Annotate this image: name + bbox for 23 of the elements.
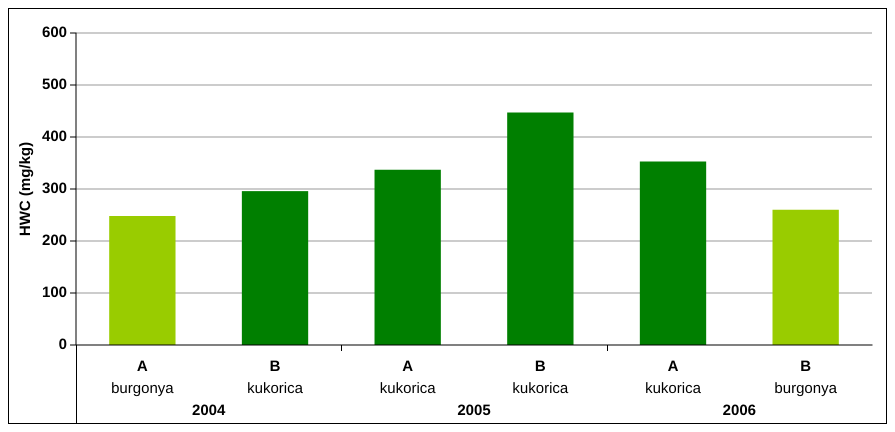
y-tick-label: 200 (42, 232, 68, 250)
bar (772, 210, 839, 344)
x-tick-label: B kukorica (512, 358, 569, 398)
text: 2004 (192, 402, 226, 420)
text: 2005 (457, 402, 491, 420)
bar (640, 161, 706, 344)
y-tick-label: 600 (42, 24, 68, 42)
x-tick-label: B kukorica (247, 358, 304, 398)
x-tick-label: A kukorica (645, 358, 702, 398)
x-tick-label: A kukorica (380, 358, 436, 398)
bar (374, 170, 441, 344)
bar (507, 112, 574, 344)
y-tick-label: 500 (42, 76, 68, 94)
y-tick-label: 0 (58, 336, 68, 354)
y-tick-label: 300 (42, 180, 68, 198)
y-tick-label: 100 (42, 284, 68, 302)
bar (109, 216, 176, 344)
bar (242, 191, 308, 344)
y-tick-label: 400 (42, 128, 68, 146)
y-axis-title: HWC (mg/kg) (17, 142, 34, 236)
x-tick-label: A burgonya (111, 358, 174, 398)
x-tick-label: B burgonya (774, 358, 838, 398)
text: 2006 (722, 402, 756, 420)
